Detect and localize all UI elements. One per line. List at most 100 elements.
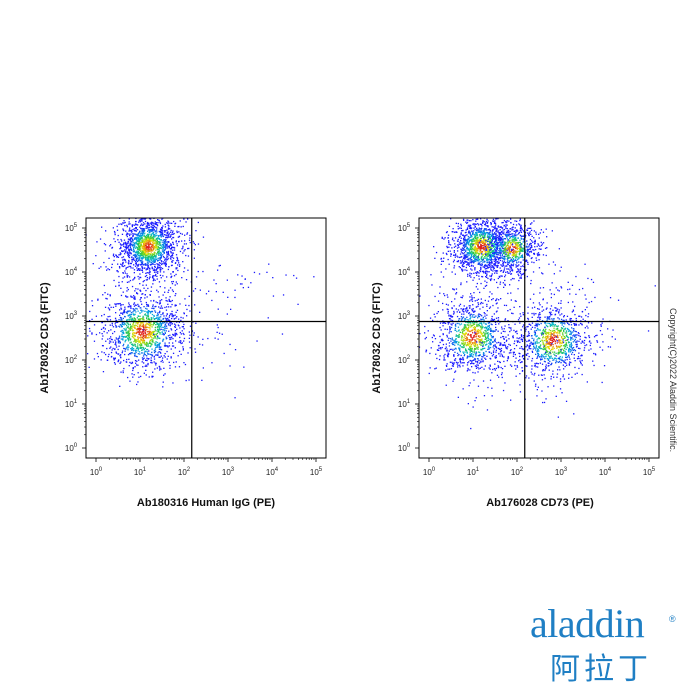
event-point <box>503 270 505 272</box>
event-point <box>160 255 162 257</box>
event-point <box>125 323 127 325</box>
event-point <box>481 227 483 229</box>
event-point <box>122 321 124 323</box>
event-point <box>166 251 168 253</box>
event-point <box>150 339 152 341</box>
event-point <box>163 326 165 329</box>
event-point <box>146 331 148 333</box>
event-point <box>128 263 130 265</box>
event-point <box>468 231 470 233</box>
event-point <box>142 342 144 344</box>
event-point <box>147 315 149 317</box>
event-point <box>478 248 480 250</box>
event-point <box>152 375 154 378</box>
event-point <box>183 333 185 336</box>
event-point <box>484 237 486 239</box>
event-point <box>171 254 174 257</box>
event-point <box>150 251 152 253</box>
event-point <box>150 246 152 249</box>
event-point <box>470 234 472 236</box>
event-point <box>537 252 540 254</box>
event-point <box>158 312 160 314</box>
event-point <box>134 265 137 267</box>
event-point <box>502 240 504 242</box>
event-point <box>157 318 160 320</box>
event-point <box>143 253 145 255</box>
event-point <box>147 323 149 325</box>
event-point <box>486 222 489 224</box>
event-point <box>520 237 522 239</box>
event-point <box>534 239 536 241</box>
event-point <box>127 201 128 202</box>
event-point <box>467 216 468 217</box>
event-point <box>81 341 82 342</box>
event-point <box>147 242 150 244</box>
event-point <box>116 338 118 340</box>
event-point <box>159 325 161 327</box>
event-point <box>128 365 130 367</box>
event-point <box>147 358 149 360</box>
event-point <box>501 275 503 277</box>
event-point <box>477 257 480 259</box>
event-point <box>466 247 468 250</box>
event-point <box>519 248 521 250</box>
event-point <box>157 344 160 346</box>
event-point <box>515 231 517 234</box>
event-point <box>142 256 145 259</box>
event-point <box>92 263 94 265</box>
event-point <box>464 257 466 259</box>
event-point <box>442 260 444 262</box>
event-point <box>183 250 185 252</box>
event-point <box>150 229 153 231</box>
event-point <box>145 250 147 252</box>
event-point <box>500 269 503 272</box>
event-point <box>167 236 169 238</box>
event-point <box>471 255 473 258</box>
event-point <box>139 341 142 343</box>
event-point <box>147 345 149 347</box>
event-point <box>126 311 129 313</box>
event-point <box>152 332 155 334</box>
event-point <box>487 277 489 280</box>
event-point <box>176 333 178 336</box>
event-point <box>511 238 513 240</box>
event-point <box>467 248 469 250</box>
event-point <box>528 245 530 247</box>
event-point <box>134 238 137 240</box>
event-point <box>463 248 465 250</box>
event-point <box>134 309 136 312</box>
event-point <box>478 253 480 255</box>
event-point <box>512 235 514 238</box>
event-point <box>505 255 507 258</box>
event-point <box>135 229 137 232</box>
event-point <box>172 316 174 318</box>
event-point <box>126 252 128 254</box>
event-point <box>149 218 151 220</box>
event-point <box>468 253 470 255</box>
event-point <box>491 255 494 257</box>
event-point <box>475 218 477 220</box>
event-point <box>130 352 132 354</box>
event-point <box>178 262 180 264</box>
event-point <box>142 332 145 335</box>
event-point <box>452 288 454 290</box>
event-point <box>492 235 494 238</box>
event-point <box>516 234 518 236</box>
event-point <box>496 266 498 268</box>
event-point <box>148 317 150 319</box>
event-point <box>258 273 261 275</box>
event-point <box>156 278 158 280</box>
event-point <box>150 248 152 250</box>
event-point <box>140 343 142 345</box>
event-point <box>546 236 548 238</box>
event-point <box>130 341 132 343</box>
event-point <box>480 244 482 246</box>
event-point <box>153 261 155 263</box>
event-point <box>482 259 484 261</box>
event-point <box>154 342 156 344</box>
event-point <box>519 270 521 272</box>
event-point <box>175 254 178 256</box>
event-point <box>466 261 468 263</box>
event-point <box>133 320 135 322</box>
event-point <box>496 272 498 274</box>
